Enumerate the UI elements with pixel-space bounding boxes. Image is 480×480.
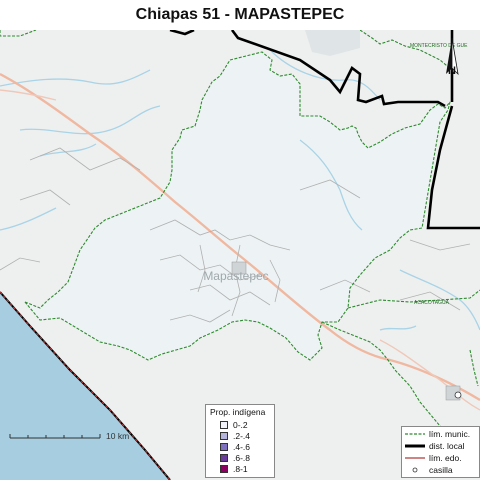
legend-item-label: 0-.2 [233, 419, 248, 430]
legend-indigena: Prop. indígena 0-.2 .2-.4 .4-.6 .6-.8 .8… [205, 404, 275, 478]
river [399, 269, 480, 331]
legend-item: .6-.8 [220, 452, 274, 463]
highway [0, 72, 480, 402]
casilla-marker [454, 391, 462, 399]
swatch-icon [220, 453, 228, 462]
river [0, 207, 57, 231]
place-label: ACACOYAGUA [414, 300, 450, 306]
state-border [0, 291, 171, 480]
dashed-green-line-icon [405, 433, 425, 435]
river [39, 143, 97, 157]
north-arrow-icon: N [446, 37, 459, 77]
neighbour-area [305, 30, 360, 56]
scale-label: 10 km [106, 431, 129, 441]
municipality-label: Mapastepec [203, 269, 268, 283]
legend-item: .2-.4 [220, 430, 274, 441]
river [0, 69, 151, 87]
legend-item-label: .6-.8 [233, 452, 251, 463]
thick-black-line-icon [405, 444, 425, 448]
legend-lines: lím. munic. dist. local lím. edo. casill… [401, 426, 480, 478]
municipal-boundary [469, 349, 479, 387]
scale-bar: 10 km [9, 431, 129, 441]
local-roads [0, 147, 471, 323]
place-label: MONTECRISTO DE GUE [410, 43, 468, 49]
red-line-icon [405, 457, 425, 459]
legend-item: .4-.6 [220, 441, 274, 452]
swatch-icon [220, 442, 228, 451]
legend-item-label: .2-.4 [233, 430, 251, 441]
legend-item: 0-.2 [220, 419, 274, 430]
legend-item-label: lím. munic. [429, 428, 471, 439]
legend-title: Prop. indígena [210, 407, 266, 417]
municipal-boundary [359, 30, 453, 71]
legend-item-label: .4-.6 [233, 441, 251, 452]
legend-item: .8-1 [220, 463, 274, 474]
river [299, 139, 363, 231]
district-border [169, 30, 195, 36]
legend-item: casilla [402, 464, 479, 475]
district-border [426, 105, 480, 230]
municipal-boundary [24, 51, 451, 361]
small-circle-icon [412, 467, 418, 473]
river [19, 105, 161, 135]
north-label: N [448, 65, 456, 77]
legend-item-label: .8-1 [233, 463, 248, 474]
legend-item: dist. local [402, 440, 479, 451]
road [0, 89, 57, 101]
legend-item: lím. munic. [402, 428, 479, 439]
swatch-icon [220, 464, 228, 473]
district-area [25, 52, 450, 360]
road [379, 339, 480, 411]
river [379, 325, 417, 331]
swatch-icon [220, 420, 228, 429]
roads [0, 72, 480, 411]
municipal-boundary [0, 30, 37, 37]
legend-item-label: dist. local [429, 440, 465, 451]
municipal-boundary [347, 289, 480, 309]
legend-item-label: lím. edo. [429, 452, 462, 463]
legend-item-label: casilla [429, 464, 453, 475]
legend-item: lím. edo. [402, 452, 479, 463]
map-title: Chiapas 51 - MAPASTEPEC [135, 6, 345, 23]
swatch-icon [220, 431, 228, 440]
